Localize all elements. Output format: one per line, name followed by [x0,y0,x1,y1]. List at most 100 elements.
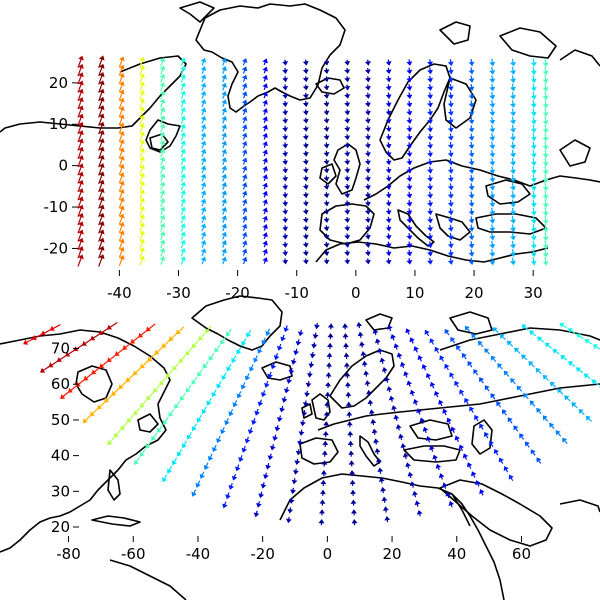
vector-arrow-top [447,183,454,191]
vector-arrow-bottom [297,439,304,446]
vector-arrow-top [406,224,413,232]
vector-arrow-top [302,109,309,116]
coastline-britain-top [333,143,361,195]
vector-arrow-top [262,91,268,99]
coastline-red-sea-bottom [451,493,471,527]
vector-arrow-bottom [191,423,197,432]
vector-arrow-bottom [347,440,354,447]
vector-arrow-bottom [510,378,516,385]
vector-arrow-top [468,183,475,191]
vector-arrow-top [542,190,549,200]
vector-arrow-top [262,215,268,223]
vector-arrow-top [489,207,496,216]
vector-arrow-bottom [571,402,578,409]
vector-arrow-top [98,237,105,251]
vector-arrow-top [323,250,330,257]
vector-arrow-bottom [464,397,470,405]
vector-arrow-top [385,183,392,191]
vector-arrow-bottom [244,436,251,444]
vector-arrow-top [364,258,371,265]
vector-arrow-top [364,241,371,248]
vector-arrow-top [118,163,125,175]
vector-arrow-top [344,109,351,116]
vector-arrow-bottom [122,341,133,350]
vector-arrow-top [139,164,145,175]
vector-arrow-top [262,166,268,173]
vector-arrow-top [302,101,309,108]
vector-arrow-top [98,220,105,234]
vector-arrow-top [323,150,330,157]
vector-arrow-top [385,133,392,141]
vector-arrow-top [323,117,330,124]
vector-arrow-top [468,83,475,92]
vector-arrow-top [302,84,309,91]
vector-arrow-top [406,142,413,149]
vector-arrow-bottom [470,471,477,478]
vector-arrow-bottom [529,400,536,407]
vector-arrow-bottom [238,455,244,463]
vector-arrow-bottom [162,417,169,425]
vector-arrow-top [468,158,475,166]
vector-arrow-top [510,141,516,150]
vector-arrow-bottom [311,342,318,349]
vector-arrow-top [241,116,248,124]
vector-arrow-top [468,150,475,158]
vector-arrow-bottom [191,376,198,385]
vector-arrow-top [489,108,496,117]
coastline-greenland-top [195,3,346,113]
vector-arrow-top [302,134,309,141]
vector-arrow-top [221,215,227,224]
vector-arrow-top [139,181,145,191]
vector-arrow-top [427,92,434,100]
vector-arrow-bottom [161,339,170,349]
y-tick-label-top: 20 [49,74,68,92]
vector-arrow-top [542,240,549,250]
vector-arrow-top [200,148,207,157]
vector-arrow-bottom [154,346,163,355]
vector-arrow-bottom [139,449,146,457]
vector-arrow-bottom [473,414,480,422]
vector-arrow-bottom [459,389,465,396]
vector-arrow-top [530,182,537,191]
vector-arrow-top [241,66,248,74]
vector-arrow-bottom [479,489,485,496]
vector-arrow-top [262,240,268,248]
vector-arrow-top [221,99,227,108]
vector-arrow-bottom [492,327,499,334]
vector-arrow-top [139,222,145,233]
vector-arrow-top [180,239,186,249]
vector-arrow-top [364,167,371,174]
vector-arrow-bottom [471,333,477,340]
vector-arrow-bottom [446,417,452,425]
vector-arrow-top [77,55,84,68]
vector-arrow-top [282,92,289,99]
vector-arrow-bottom [287,507,294,514]
vector-arrow-top [180,189,186,199]
vector-arrow-bottom [433,390,440,398]
vector-arrow-bottom [67,384,78,393]
vector-arrow-top [77,212,84,226]
x-tick-label-top: 20 [465,284,484,302]
vector-arrow-bottom [247,427,254,435]
vector-arrow-bottom [198,332,206,341]
vector-arrow-top [180,82,186,91]
vector-arrow-top [364,150,371,157]
vector-arrow-top [302,159,309,165]
vector-arrow-top [282,167,289,174]
vector-arrow-top [447,175,454,183]
vector-arrow-top [364,134,371,141]
vector-arrow-bottom [484,385,490,392]
vector-arrow-top [406,183,413,191]
vector-arrow-top [447,125,454,133]
vector-arrow-top [510,91,516,100]
vector-arrow-bottom [567,328,576,334]
vector-arrow-top [180,214,186,224]
vector-arrow-top [159,131,166,141]
vector-arrow-top [200,248,207,257]
vector-arrow-top [139,65,145,76]
vector-arrow-top [344,208,351,215]
vector-arrow-top [406,75,413,83]
vector-arrow-top [118,89,125,101]
vector-arrow-bottom [377,347,383,355]
